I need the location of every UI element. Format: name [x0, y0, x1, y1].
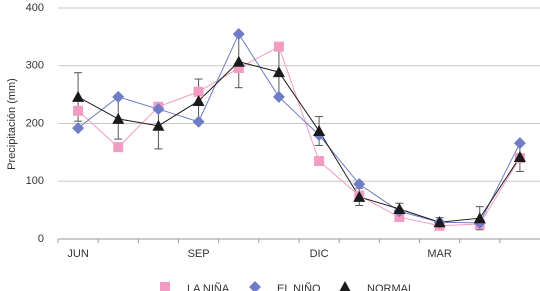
- series-line: [77, 61, 521, 223]
- y-tick-label: 200: [26, 117, 44, 129]
- marker: [232, 27, 245, 40]
- legend-label: NORMAL: [367, 283, 414, 291]
- marker: [314, 156, 325, 167]
- marker: [513, 137, 526, 150]
- marker: [273, 41, 284, 52]
- legend-label: LA NIÑA: [187, 282, 230, 291]
- x-tick-label: JUN: [67, 248, 88, 260]
- marker: [112, 112, 125, 124]
- x-tick-label: SEP: [188, 248, 210, 260]
- series-line: [77, 32, 521, 224]
- marker: [272, 66, 285, 78]
- marker: [233, 63, 244, 74]
- marker: [393, 202, 406, 214]
- marker: [232, 55, 245, 67]
- marker: [192, 94, 205, 106]
- legend-marker: [249, 281, 261, 291]
- marker: [193, 86, 204, 97]
- marker: [313, 125, 326, 137]
- marker: [152, 103, 165, 116]
- marker: [192, 115, 205, 128]
- x-tick-label: DIC: [310, 248, 329, 260]
- marker: [513, 150, 526, 162]
- legend-label: EL NIÑO: [277, 282, 321, 291]
- legend-marker: [160, 282, 170, 291]
- y-tick-label: 100: [26, 175, 44, 187]
- y-tick-label: 300: [26, 60, 44, 72]
- y-tick-label: 0: [38, 233, 44, 245]
- marker: [112, 90, 125, 103]
- marker: [72, 90, 85, 102]
- marker: [473, 212, 486, 224]
- marker: [353, 190, 366, 202]
- marker: [433, 216, 446, 228]
- y-tick-label: 400: [26, 2, 44, 14]
- marker: [272, 90, 285, 103]
- legend-marker: [339, 281, 351, 291]
- marker: [353, 178, 366, 191]
- marker: [113, 142, 124, 153]
- x-tick-label: MAR: [427, 248, 452, 260]
- y-axis-label: Precipitación (mm): [6, 78, 18, 170]
- marker: [152, 119, 165, 131]
- series-line: [77, 45, 521, 227]
- marker: [72, 122, 85, 135]
- marker: [73, 105, 84, 116]
